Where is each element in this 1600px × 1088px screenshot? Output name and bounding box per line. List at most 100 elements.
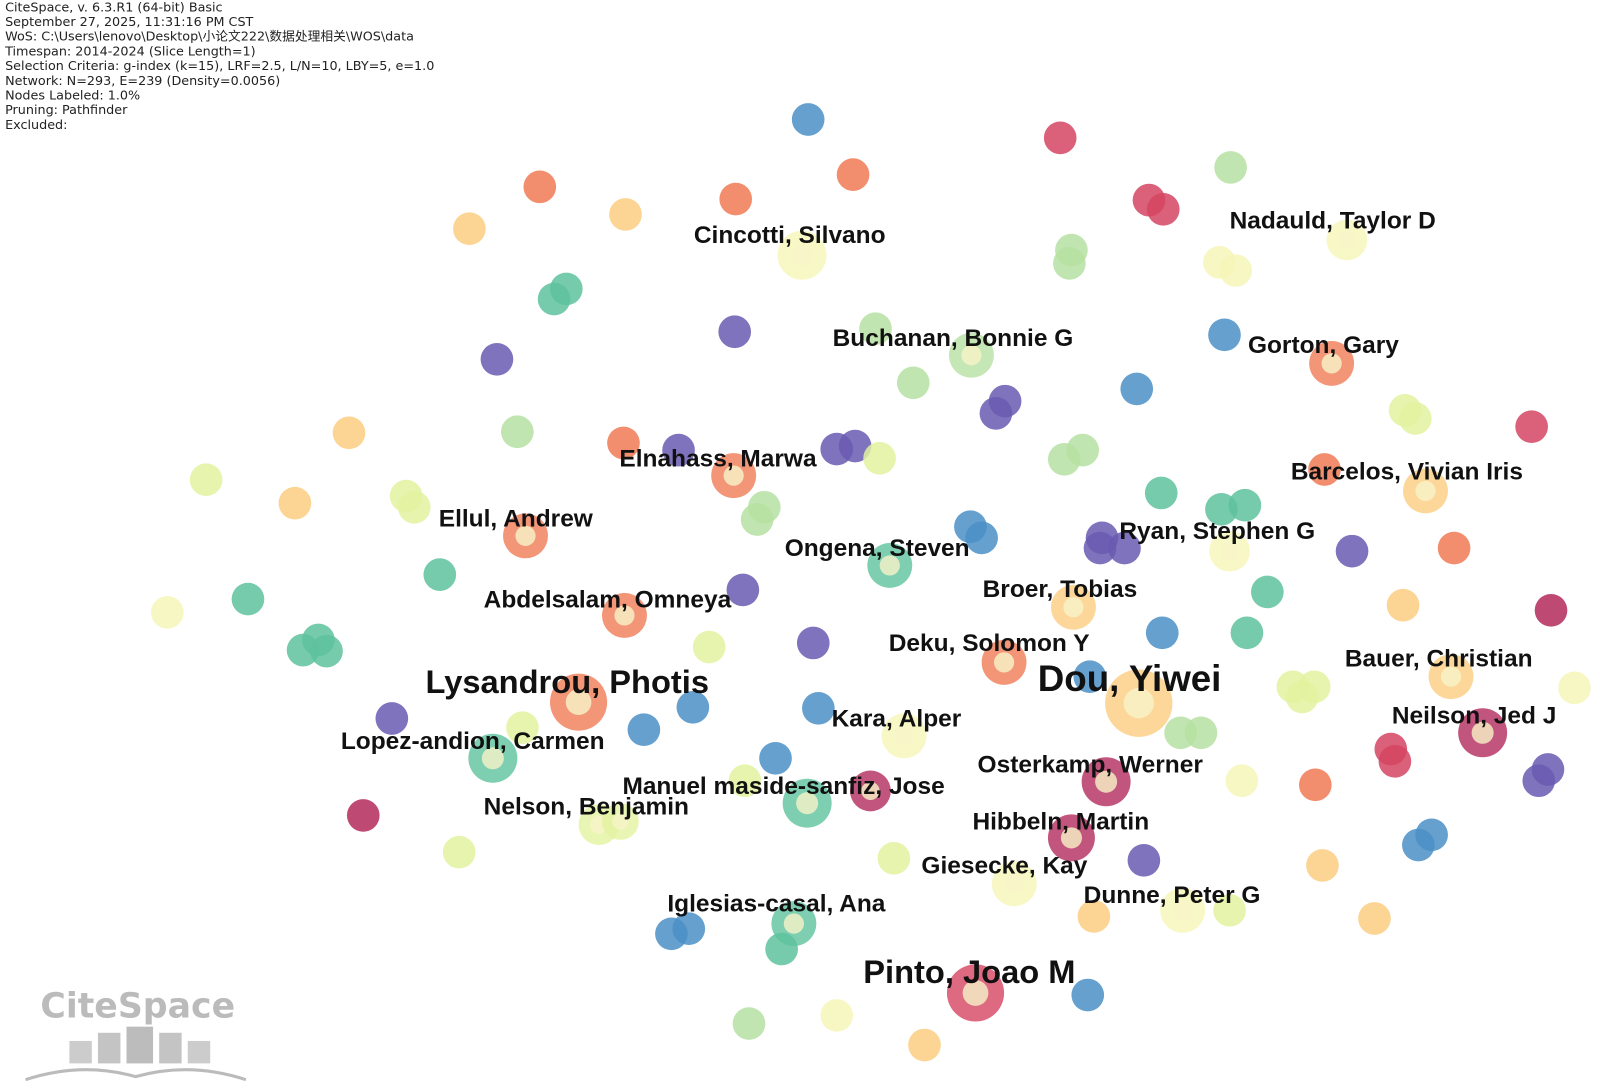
hub-core — [783, 913, 804, 934]
node-label: Dou, Yiwei — [1038, 658, 1222, 699]
node — [1251, 575, 1284, 609]
hub-core — [1063, 597, 1084, 618]
node-label: Neilson, Jed J — [1392, 703, 1557, 730]
node-label: Kara, Alper — [832, 706, 962, 733]
node — [662, 433, 695, 467]
node — [718, 315, 752, 349]
node-label: Lysandrou, Photis — [426, 663, 710, 700]
node — [759, 741, 792, 775]
node — [672, 912, 706, 946]
hub-core — [614, 605, 635, 626]
node — [286, 633, 320, 667]
watermark-text: CiteSpace — [40, 986, 235, 1026]
node-label: Abdelsalam, Omneya — [484, 586, 732, 613]
node-layer — [151, 103, 1591, 1062]
node — [189, 463, 223, 497]
hub-core — [1004, 873, 1025, 894]
hub-core — [1337, 230, 1357, 250]
node — [480, 342, 514, 376]
watermark: CiteSpace — [25, 986, 247, 1082]
node-label: Dunne, Peter G — [1084, 882, 1261, 909]
node — [1306, 849, 1339, 882]
hub-core — [879, 555, 900, 576]
header-line: Selection Criteria: g-index (k=15), LRF=… — [5, 59, 434, 74]
header-line: Excluded: — [5, 118, 67, 133]
node — [740, 503, 774, 536]
node — [1066, 433, 1099, 467]
node — [765, 932, 798, 966]
node-label: Nelson, Benjamin — [484, 793, 689, 820]
node — [1219, 254, 1253, 287]
hub-core — [1220, 541, 1239, 561]
node-label: Bauer, Christian — [1345, 645, 1533, 672]
node — [1378, 745, 1412, 778]
header-line: Timespan: 2014-2024 (Slice Length=1) — [4, 44, 256, 59]
hub-core — [723, 465, 744, 486]
node — [692, 630, 726, 664]
node — [346, 799, 380, 832]
hub-core — [565, 689, 592, 716]
node — [1071, 978, 1105, 1012]
node-label: Ongena, Steven — [785, 535, 970, 562]
hub-core — [861, 781, 880, 801]
node — [732, 1007, 766, 1040]
node — [796, 626, 830, 660]
node — [965, 521, 998, 555]
logo-bar — [126, 1026, 154, 1064]
node — [332, 416, 366, 450]
node — [1298, 768, 1332, 802]
node-label: Nadauld, Taylor D — [1230, 208, 1436, 235]
node — [310, 634, 343, 668]
node — [802, 691, 835, 725]
node — [791, 103, 825, 136]
node-label: Elnahass, Marwa — [619, 445, 817, 472]
header-line: Network: N=293, E=239 (Density=0.0056) — [5, 74, 280, 89]
node — [1184, 716, 1218, 750]
node-label: Barcelos, Vivian Iris — [1291, 459, 1523, 486]
header-line: WoS: C:\Users\lenovo\Desktop\小论文222\数据处理… — [5, 30, 414, 45]
node — [726, 573, 760, 607]
node — [1402, 828, 1435, 862]
hub-core — [1440, 666, 1462, 687]
node — [523, 170, 557, 204]
hub-core — [1172, 900, 1193, 921]
node — [1208, 318, 1241, 352]
node — [1120, 372, 1154, 406]
hub-core — [791, 244, 814, 267]
node — [627, 713, 661, 747]
node — [896, 366, 930, 400]
node-label: Ryan, Stephen G — [1119, 518, 1315, 545]
node — [501, 415, 534, 449]
node — [1077, 900, 1111, 933]
node — [1053, 247, 1086, 280]
node — [676, 690, 710, 724]
logo-bar — [97, 1032, 121, 1064]
node-label: Pinto, Joao M — [863, 953, 1075, 990]
node-label: Manuel maside-sanfiz, Jose — [622, 773, 944, 800]
node — [838, 429, 872, 463]
node — [1285, 680, 1319, 714]
node — [820, 999, 854, 1032]
node — [609, 198, 642, 231]
node-label: Osterkamp, Werner — [978, 752, 1204, 779]
logo-bar — [69, 1040, 92, 1064]
node — [151, 596, 184, 629]
node — [1522, 764, 1556, 798]
node — [506, 711, 539, 744]
node — [1108, 531, 1141, 565]
node-label: Deku, Solomon Y — [889, 630, 1090, 657]
node-label: Cincotti, Silvano — [694, 222, 886, 249]
node — [859, 312, 892, 346]
node — [1214, 151, 1247, 184]
header-line: September 27, 2025, 11:31:16 PM CST — [5, 15, 253, 30]
node — [863, 441, 896, 475]
node-label: Hibbeln, Martin — [972, 809, 1149, 836]
node — [1515, 410, 1548, 443]
node — [728, 764, 762, 798]
hub-core — [961, 345, 982, 366]
node — [1213, 894, 1246, 927]
node — [908, 1028, 941, 1062]
header-line: Nodes Labeled: 1.0% — [5, 89, 140, 104]
hub-core — [893, 725, 915, 746]
node — [1127, 844, 1161, 877]
